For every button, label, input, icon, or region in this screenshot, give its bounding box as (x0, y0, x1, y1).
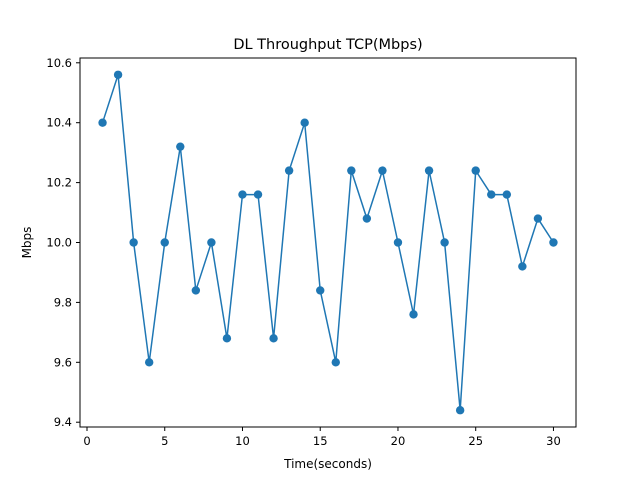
data-point (300, 118, 309, 127)
data-point (207, 238, 216, 247)
series-layer (98, 70, 558, 415)
x-axis-label: Time(seconds) (283, 457, 372, 471)
data-point (362, 214, 372, 223)
data-point (284, 166, 294, 175)
data-point (455, 406, 465, 415)
data-point (222, 334, 232, 343)
y-tick-label: 10.0 (46, 236, 72, 250)
y-axis-ticks: 9.4 9.6 9.8 10.0 10.2 10.4 10.6 (46, 56, 80, 429)
y-tick-label: 10.4 (46, 116, 72, 130)
data-point (533, 214, 543, 223)
data-point (347, 166, 356, 175)
data-point (471, 166, 480, 175)
data-point (409, 310, 418, 319)
plot-area: 0 5 10 15 20 25 30 9.4 9.6 9.8 10.0 10.2 10.4 10.6 (46, 56, 577, 448)
data-point (129, 238, 138, 247)
data-point (549, 238, 558, 247)
x-tick-label: 5 (161, 434, 168, 448)
y-tick-label: 9.4 (54, 415, 72, 429)
data-point (518, 262, 527, 271)
x-tick-label: 15 (313, 434, 328, 448)
x-tick-label: 10 (235, 434, 250, 448)
x-tick-label: 20 (391, 434, 406, 448)
data-point (393, 238, 403, 247)
y-tick-label: 10.2 (46, 176, 72, 190)
series-line (101, 74, 555, 411)
data-point (238, 190, 247, 199)
data-point (331, 358, 340, 367)
data-point (253, 190, 263, 199)
data-point (113, 70, 123, 79)
x-tick-label: 0 (83, 434, 90, 448)
data-point (176, 142, 185, 151)
data-point (160, 238, 169, 247)
y-tick-label: 9.8 (54, 295, 72, 309)
data-point (502, 190, 512, 199)
data-point (144, 358, 154, 367)
x-axis-ticks: 0 5 10 15 20 25 30 (83, 427, 561, 448)
data-point (269, 334, 278, 343)
data-point (440, 238, 449, 247)
data-point (424, 166, 434, 175)
y-tick-label: 10.6 (46, 56, 72, 70)
y-axis-label: Mbps (20, 227, 34, 259)
data-point (487, 190, 496, 199)
data-point (191, 286, 201, 295)
data-point (98, 118, 107, 127)
data-point (316, 286, 325, 295)
y-tick-label: 9.6 (54, 355, 72, 369)
data-point (378, 166, 387, 175)
x-tick-label: 30 (546, 434, 561, 448)
chart-title: DL Throughput TCP(Mbps) (233, 37, 422, 53)
x-tick-label: 25 (468, 434, 483, 448)
